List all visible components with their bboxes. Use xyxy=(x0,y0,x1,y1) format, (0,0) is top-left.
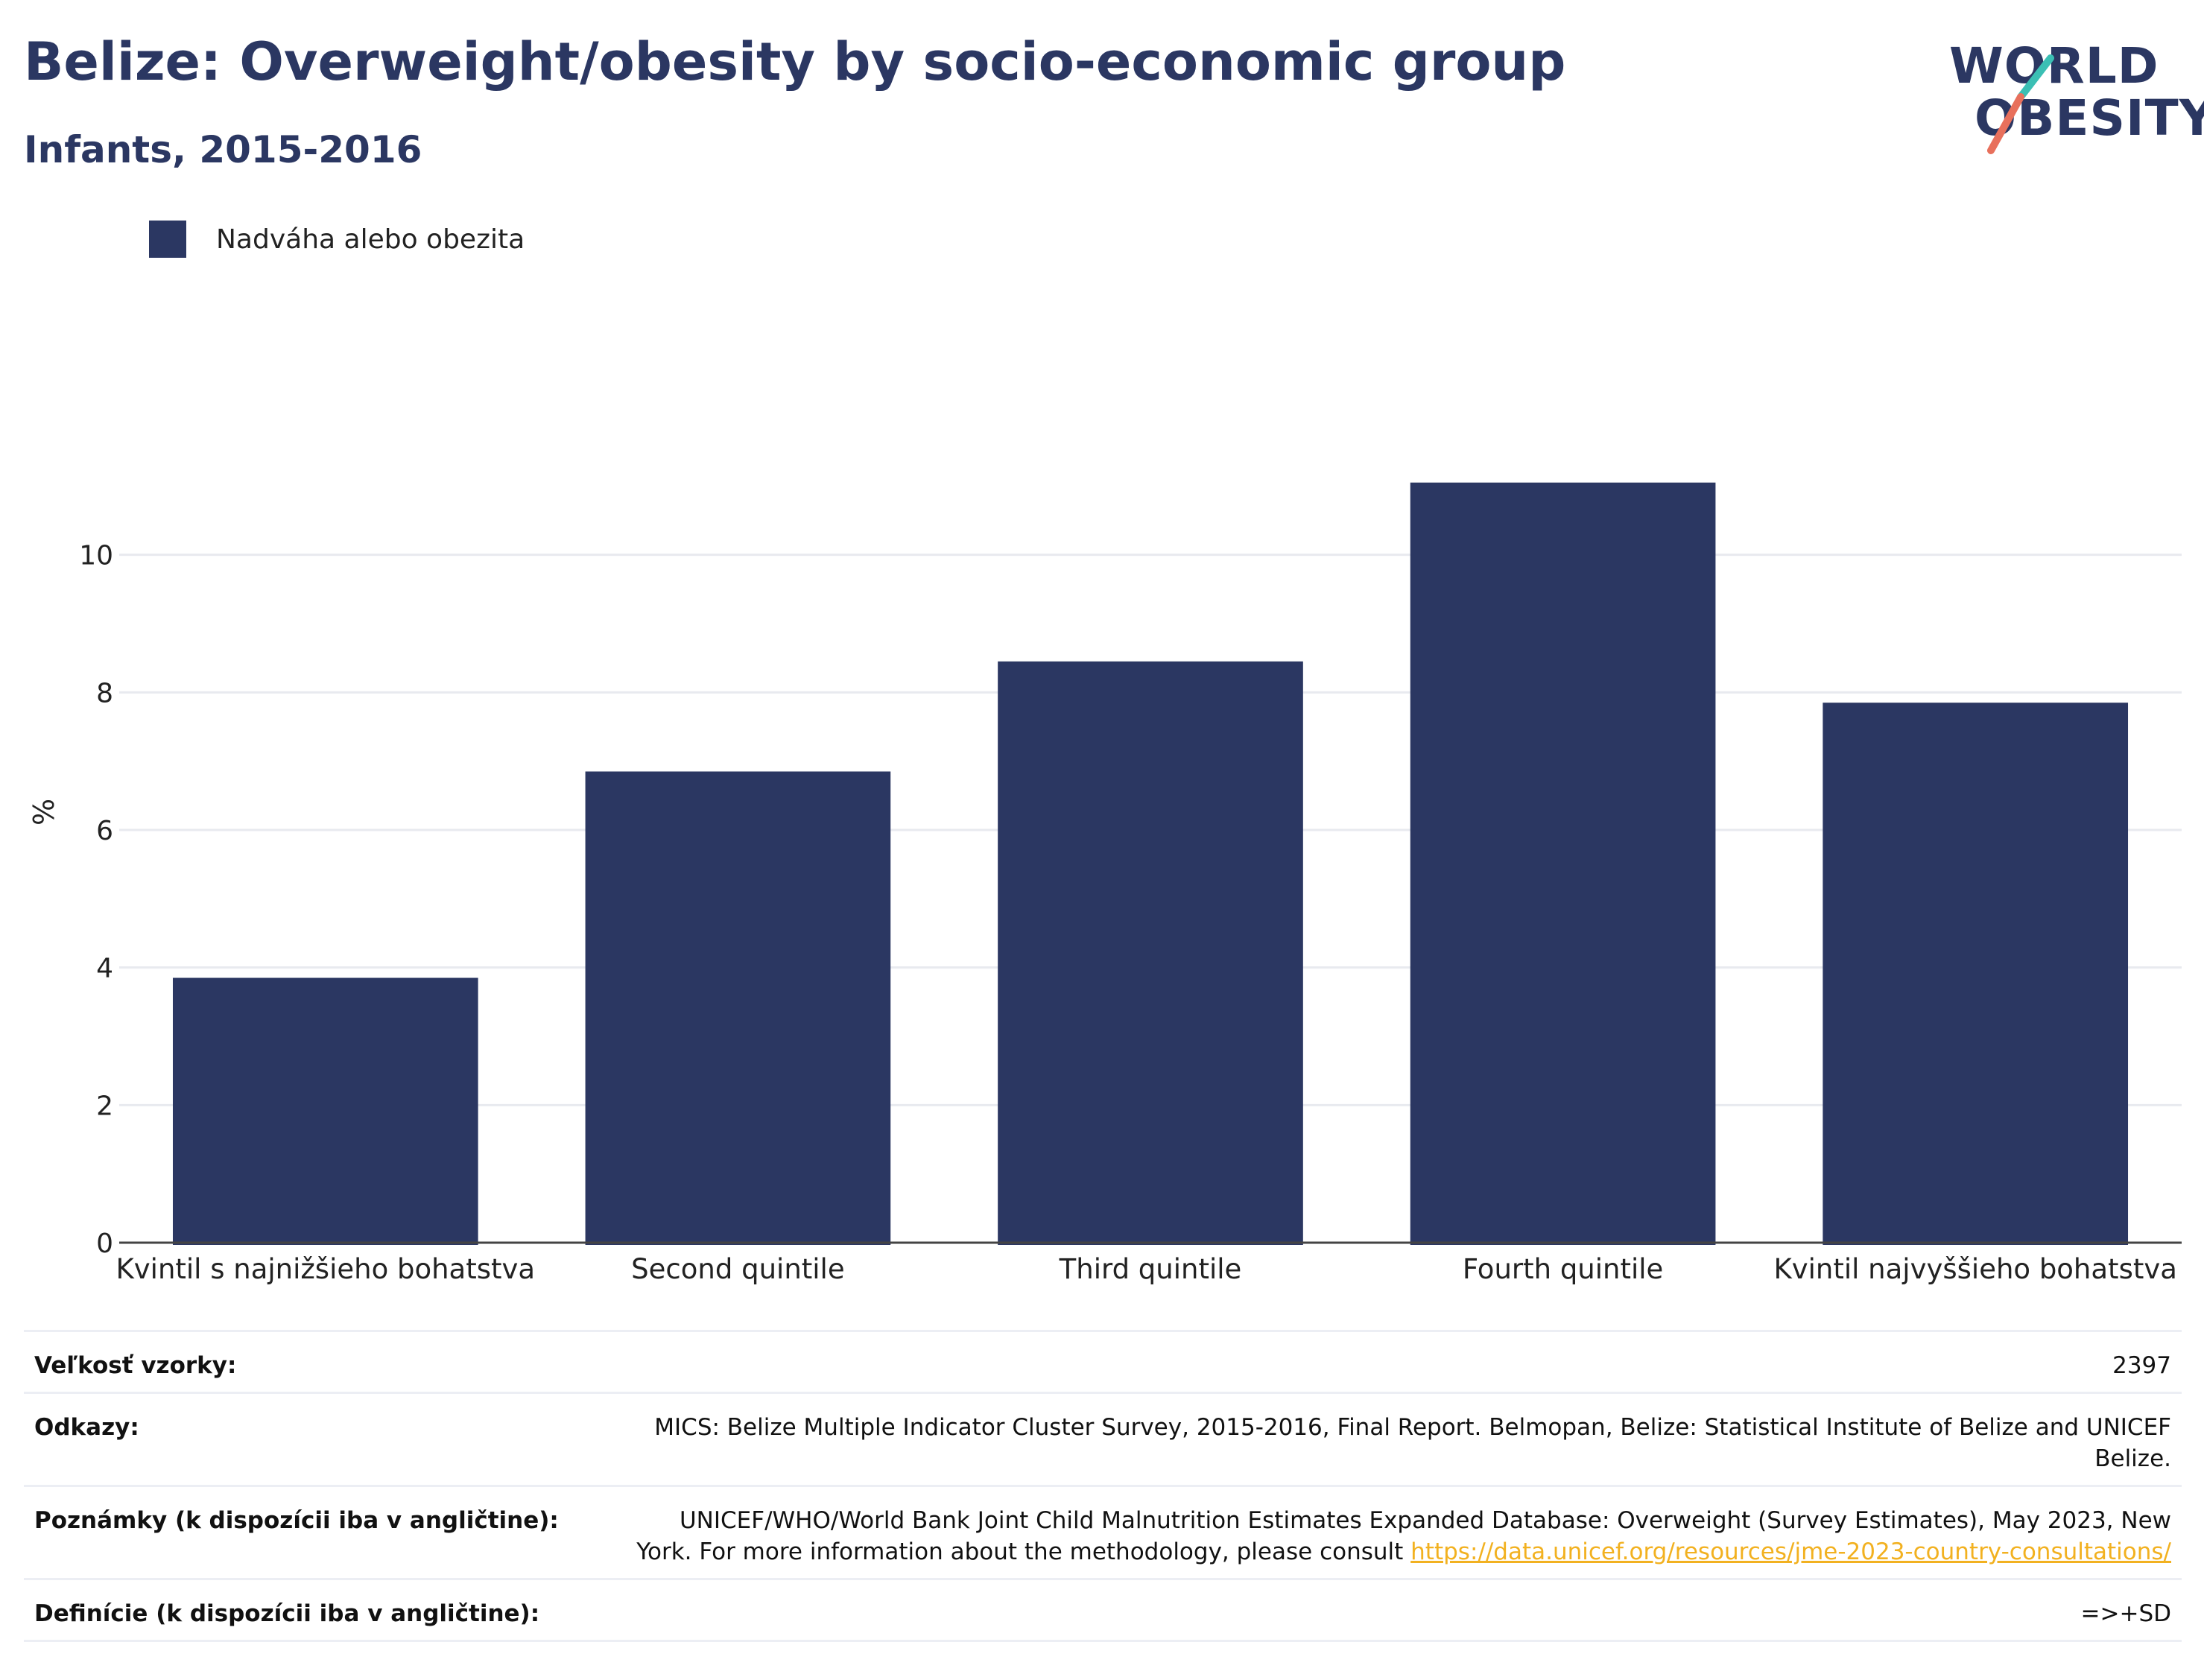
definitions-value: =>+SD xyxy=(626,1578,2182,1642)
x-tick-labels: Kvintil s najnižšieho bohatstva Second qu… xyxy=(116,1253,2177,1285)
bar[interactable] xyxy=(585,771,891,1245)
chart-subtitle: Infants, 2015-2016 xyxy=(24,128,422,171)
info-row-references: Odkazy: MICS: Belize Multiple Indicator … xyxy=(24,1392,2182,1486)
bar[interactable] xyxy=(998,661,1303,1245)
y-axis-label: % xyxy=(28,799,60,825)
sample-size-label: Veľkosť vzorky: xyxy=(24,1330,626,1393)
notes-value: UNICEF/WHO/World Bank Joint Child Malnut… xyxy=(626,1485,2182,1579)
notes-text: UNICEF/WHO/World Bank Joint Child Malnut… xyxy=(636,1507,2171,1565)
x-tick-label: Third quintile xyxy=(1059,1253,1242,1285)
bar-chart: 0 2 4 6 8 10 Kvintil s najnižšieho bohatstva S… xyxy=(28,482,2182,1285)
legend-swatch xyxy=(149,221,186,258)
bars xyxy=(172,482,2129,1245)
y-tick-label: 0 xyxy=(96,1229,113,1259)
legend: Nadváha alebo obezita xyxy=(149,220,525,259)
info-table: Veľkosť vzorky: 2397 Odkazy: MICS: Beliz… xyxy=(24,1330,2182,1642)
methodology-link[interactable]: https://data.unicef.org/resources/jme-20… xyxy=(1410,1538,2171,1565)
bar[interactable] xyxy=(1410,482,1716,1245)
x-tick-label: Second quintile xyxy=(631,1253,844,1285)
info-row-sample-size: Veľkosť vzorky: 2397 xyxy=(24,1330,2182,1393)
notes-label: Poznámky (k dispozícii iba v angličtine)… xyxy=(24,1485,626,1579)
legend-label: Nadváha alebo obezita xyxy=(216,224,525,255)
x-tick-label: Fourth quintile xyxy=(1463,1253,1663,1285)
x-tick-label: Kvintil s najnižšieho bohatstva xyxy=(116,1253,536,1285)
world-obesity-logo[interactable]: WORLD OBESITY xyxy=(1937,22,2204,156)
logo-word-world: WORLD xyxy=(1949,37,2159,95)
bar[interactable] xyxy=(172,977,478,1245)
logo-slash-icon xyxy=(1987,54,2054,154)
y-tick-label: 4 xyxy=(96,954,113,984)
y-tick-label: 2 xyxy=(96,1091,113,1121)
definitions-label: Definície (k dispozícii iba v angličtine… xyxy=(24,1578,626,1642)
chart-title: Belize: Overweight/obesity by socio-econ… xyxy=(24,31,1566,92)
y-tick-label: 6 xyxy=(96,816,113,846)
sample-size-value: 2397 xyxy=(626,1330,2182,1393)
bar[interactable] xyxy=(1823,703,2129,1245)
y-tick-label: 8 xyxy=(96,678,113,709)
x-tick-label: Kvintil najvyššieho bohatstva xyxy=(1773,1253,2176,1285)
info-row-definitions: Definície (k dispozícii iba v angličtine… xyxy=(24,1578,2182,1642)
y-tick-labels: 0 2 4 6 8 10 xyxy=(79,541,113,1259)
references-value: MICS: Belize Multiple Indicator Cluster … xyxy=(626,1392,2182,1486)
info-row-notes: Poznámky (k dispozícii iba v angličtine)… xyxy=(24,1485,2182,1579)
y-tick-label: 10 xyxy=(79,541,113,571)
references-label: Odkazy: xyxy=(24,1392,626,1486)
